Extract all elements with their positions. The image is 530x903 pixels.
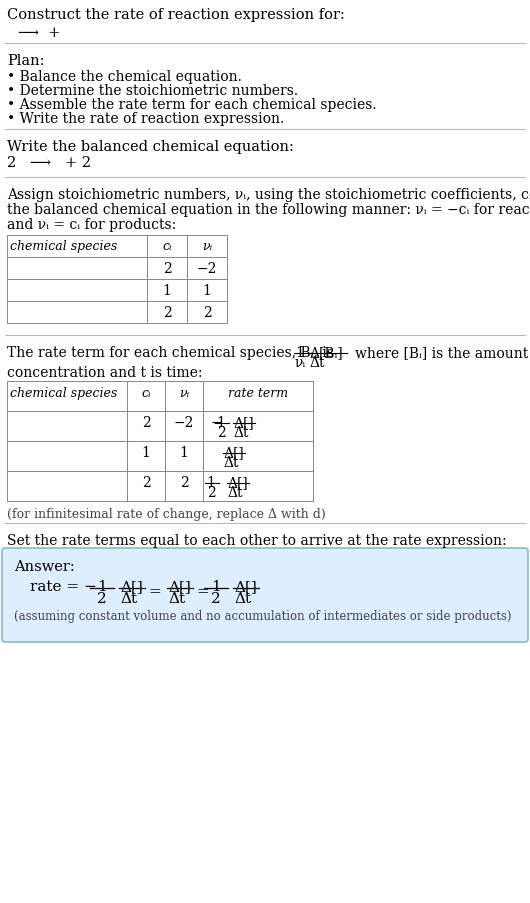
Text: 1: 1 (217, 415, 225, 430)
Text: 2: 2 (217, 425, 225, 440)
Text: 1: 1 (180, 445, 189, 460)
Text: −: − (211, 415, 223, 430)
Text: (assuming constant volume and no accumulation of intermediates or side products): (assuming constant volume and no accumul… (14, 610, 511, 622)
Text: 2: 2 (142, 476, 151, 489)
Text: cᵢ: cᵢ (142, 386, 151, 399)
Text: 2: 2 (97, 591, 107, 605)
Text: 2: 2 (142, 415, 151, 430)
Text: νᵢ: νᵢ (179, 386, 189, 399)
Text: =: = (196, 584, 209, 599)
Text: The rate term for each chemical species, Bᵢ, is: The rate term for each chemical species,… (7, 346, 334, 359)
Text: 2   ⟶   + 2: 2 ⟶ + 2 (7, 156, 91, 170)
Text: −2: −2 (197, 262, 217, 275)
Text: Δt: Δt (168, 591, 185, 605)
Text: Write the balanced chemical equation:: Write the balanced chemical equation: (7, 140, 294, 154)
Text: Δ[]: Δ[] (120, 580, 143, 593)
Text: 2: 2 (211, 591, 221, 605)
Text: chemical species: chemical species (10, 386, 117, 399)
Text: 2: 2 (202, 305, 211, 320)
Text: ⟶  +: ⟶ + (18, 26, 60, 40)
Text: Δt: Δt (234, 591, 251, 605)
Text: Δt: Δt (223, 455, 238, 470)
Text: Δ[]: Δ[] (168, 580, 191, 593)
Text: • Write the rate of reaction expression.: • Write the rate of reaction expression. (7, 112, 284, 126)
Text: Construct the rate of reaction expression for:: Construct the rate of reaction expressio… (7, 8, 345, 22)
Text: 1: 1 (295, 346, 304, 359)
Text: where [Bᵢ] is the amount: where [Bᵢ] is the amount (355, 346, 528, 359)
Text: Δ[]: Δ[] (234, 580, 257, 593)
FancyBboxPatch shape (2, 548, 528, 642)
Text: νᵢ: νᵢ (295, 356, 306, 369)
Text: • Balance the chemical equation.: • Balance the chemical equation. (7, 70, 242, 84)
Text: 1: 1 (97, 580, 107, 593)
Text: rate term: rate term (228, 386, 288, 399)
Text: (for infinitesimal rate of change, replace Δ with d): (for infinitesimal rate of change, repla… (7, 507, 326, 520)
Text: Δ[]: Δ[] (227, 476, 248, 489)
Text: concentration and t is time:: concentration and t is time: (7, 366, 202, 379)
Text: • Determine the stoichiometric numbers.: • Determine the stoichiometric numbers. (7, 84, 298, 98)
Text: 1: 1 (142, 445, 151, 460)
Text: 1: 1 (202, 284, 211, 298)
Text: Δt: Δt (120, 591, 137, 605)
Text: Δt: Δt (233, 425, 249, 440)
Text: the balanced chemical equation in the following manner: νᵢ = −cᵢ for reactants: the balanced chemical equation in the fo… (7, 203, 530, 217)
Text: Δt: Δt (309, 356, 324, 369)
Text: Δ[]: Δ[] (233, 415, 254, 430)
Text: rate = −: rate = − (30, 580, 97, 593)
Text: cᵢ: cᵢ (162, 239, 172, 253)
Text: chemical species: chemical species (10, 239, 117, 253)
Text: −2: −2 (174, 415, 194, 430)
Text: 1: 1 (163, 284, 171, 298)
Text: Assign stoichiometric numbers, νᵢ, using the stoichiometric coefficients, cᵢ, fr: Assign stoichiometric numbers, νᵢ, using… (7, 188, 530, 201)
Text: and νᵢ = cᵢ for products:: and νᵢ = cᵢ for products: (7, 218, 176, 232)
Text: Δt: Δt (227, 486, 243, 499)
Text: Answer:: Answer: (14, 559, 75, 573)
Text: 2: 2 (163, 305, 171, 320)
Text: 2: 2 (207, 486, 215, 499)
Text: Δ[Bᵢ]: Δ[Bᵢ] (309, 346, 343, 359)
Text: 2: 2 (180, 476, 188, 489)
Text: • Assemble the rate term for each chemical species.: • Assemble the rate term for each chemic… (7, 98, 377, 112)
Text: 2: 2 (163, 262, 171, 275)
Text: =: = (148, 584, 161, 599)
Text: 1: 1 (207, 476, 215, 489)
Text: Plan:: Plan: (7, 54, 45, 68)
Text: Δ[]: Δ[] (223, 445, 244, 460)
Text: νᵢ: νᵢ (202, 239, 212, 253)
Text: 1: 1 (211, 580, 221, 593)
Text: Set the rate terms equal to each other to arrive at the rate expression:: Set the rate terms equal to each other t… (7, 534, 507, 547)
